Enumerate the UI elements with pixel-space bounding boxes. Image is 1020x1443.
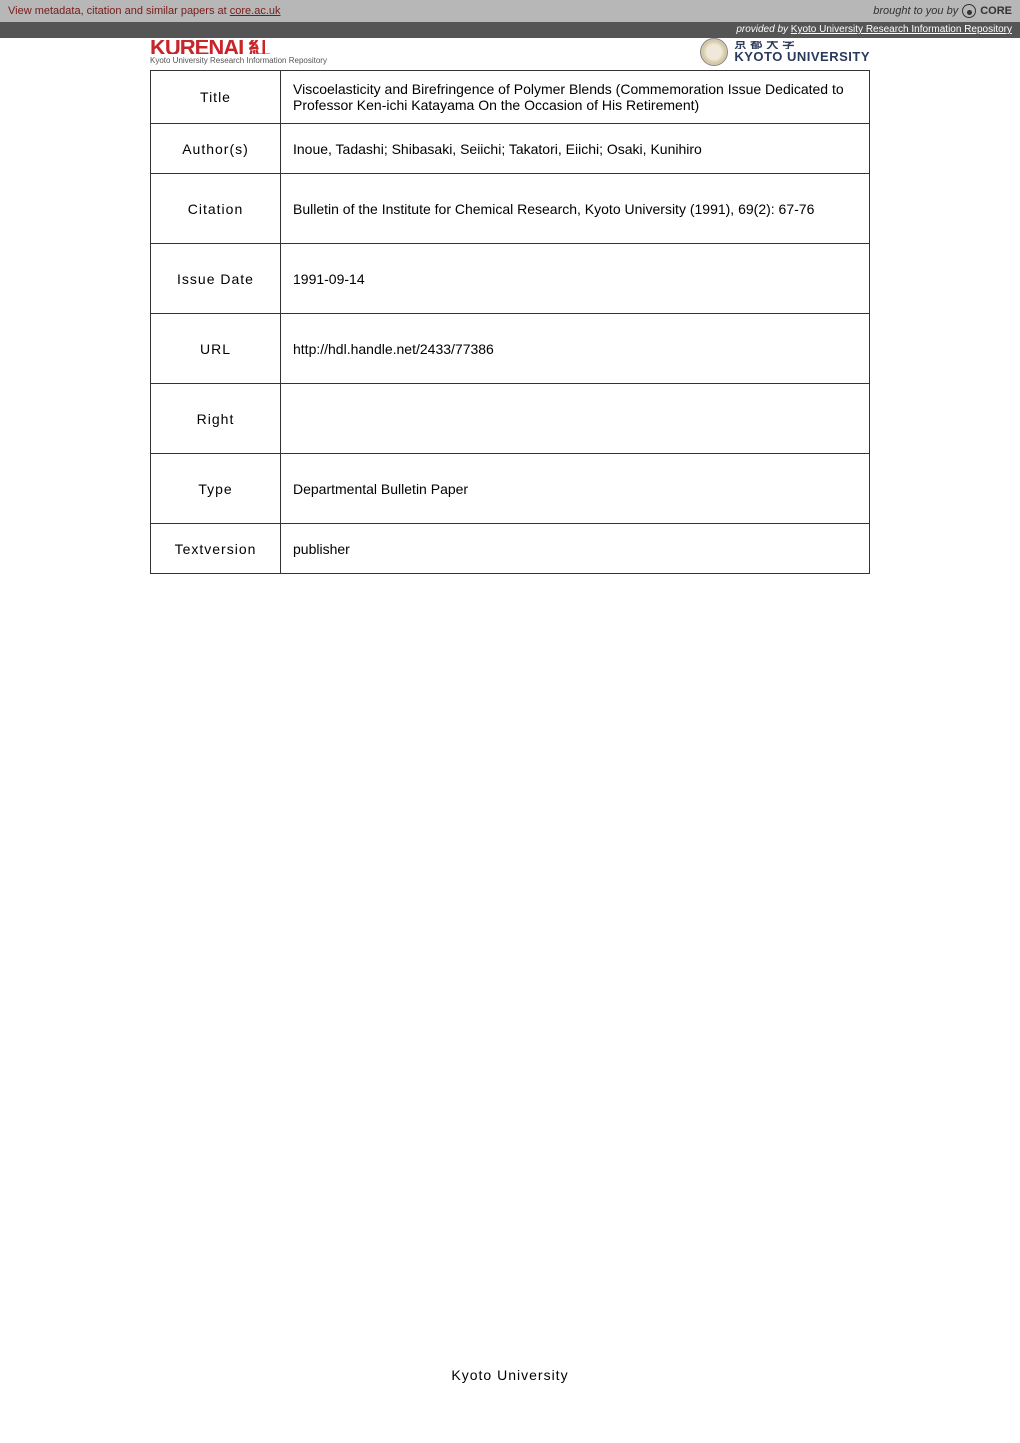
kurenai-logo: KURENAI 紅 Kyoto University Research Info… bbox=[150, 40, 327, 65]
kyoto-text-block: 京都大学 KYOTO UNIVERSITY bbox=[734, 41, 870, 64]
kurenai-main-text: KURENAI 紅 bbox=[150, 40, 327, 54]
page-footer: Kyoto University bbox=[0, 1367, 1020, 1383]
value-type: Departmental Bulletin Paper bbox=[281, 454, 870, 524]
value-title: Viscoelasticity and Birefringence of Pol… bbox=[281, 71, 870, 124]
label-title: Title bbox=[151, 71, 281, 124]
table-row: Title Viscoelasticity and Birefringence … bbox=[151, 71, 870, 124]
core-icon bbox=[962, 4, 976, 18]
provided-by-bar: provided by Kyoto University Research In… bbox=[0, 22, 1020, 38]
table-row: Type Departmental Bulletin Paper bbox=[151, 454, 870, 524]
table-row: Author(s) Inoue, Tadashi; Shibasaki, Sei… bbox=[151, 124, 870, 174]
value-url: http://hdl.handle.net/2433/77386 bbox=[281, 314, 870, 384]
label-authors: Author(s) bbox=[151, 124, 281, 174]
label-textversion: Textversion bbox=[151, 524, 281, 574]
label-issuedate: Issue Date bbox=[151, 244, 281, 314]
core-top-bar: View metadata, citation and similar pape… bbox=[0, 0, 1020, 22]
metadata-table: Title Viscoelasticity and Birefringence … bbox=[150, 70, 870, 574]
value-authors: Inoue, Tadashi; Shibasaki, Seiichi; Taka… bbox=[281, 124, 870, 174]
kyoto-seal-icon bbox=[700, 38, 728, 66]
value-citation: Bulletin of the Institute for Chemical R… bbox=[281, 174, 870, 244]
brought-by-text: brought to you by bbox=[873, 5, 958, 17]
core-prefix: View metadata, citation and similar pape… bbox=[8, 5, 230, 17]
kyoto-jp-text: 京都大学 bbox=[734, 41, 798, 49]
core-logo-text: CORE bbox=[980, 5, 1012, 17]
provided-source-link[interactable]: Kyoto University Research Information Re… bbox=[791, 24, 1012, 35]
kurenai-subtitle: Kyoto University Research Information Re… bbox=[150, 56, 327, 65]
core-metadata-link-text: View metadata, citation and similar pape… bbox=[8, 5, 281, 17]
provided-prefix: provided by bbox=[736, 24, 790, 35]
table-row: Textversion publisher bbox=[151, 524, 870, 574]
value-right bbox=[281, 384, 870, 454]
table-row: Citation Bulletin of the Institute for C… bbox=[151, 174, 870, 244]
kyoto-en-text: KYOTO UNIVERSITY bbox=[734, 49, 870, 64]
repository-header: KURENAI 紅 Kyoto University Research Info… bbox=[0, 38, 1020, 70]
table-row: URL http://hdl.handle.net/2433/77386 bbox=[151, 314, 870, 384]
label-citation: Citation bbox=[151, 174, 281, 244]
value-textversion: publisher bbox=[281, 524, 870, 574]
table-row: Issue Date 1991-09-14 bbox=[151, 244, 870, 314]
label-type: Type bbox=[151, 454, 281, 524]
label-right: Right bbox=[151, 384, 281, 454]
label-url: URL bbox=[151, 314, 281, 384]
kyoto-university-logo: 京都大学 KYOTO UNIVERSITY bbox=[700, 38, 870, 66]
table-row: Right bbox=[151, 384, 870, 454]
value-issuedate: 1991-09-14 bbox=[281, 244, 870, 314]
core-brought-by: brought to you by CORE bbox=[873, 4, 1012, 18]
core-source-link[interactable]: core.ac.uk bbox=[230, 5, 281, 17]
